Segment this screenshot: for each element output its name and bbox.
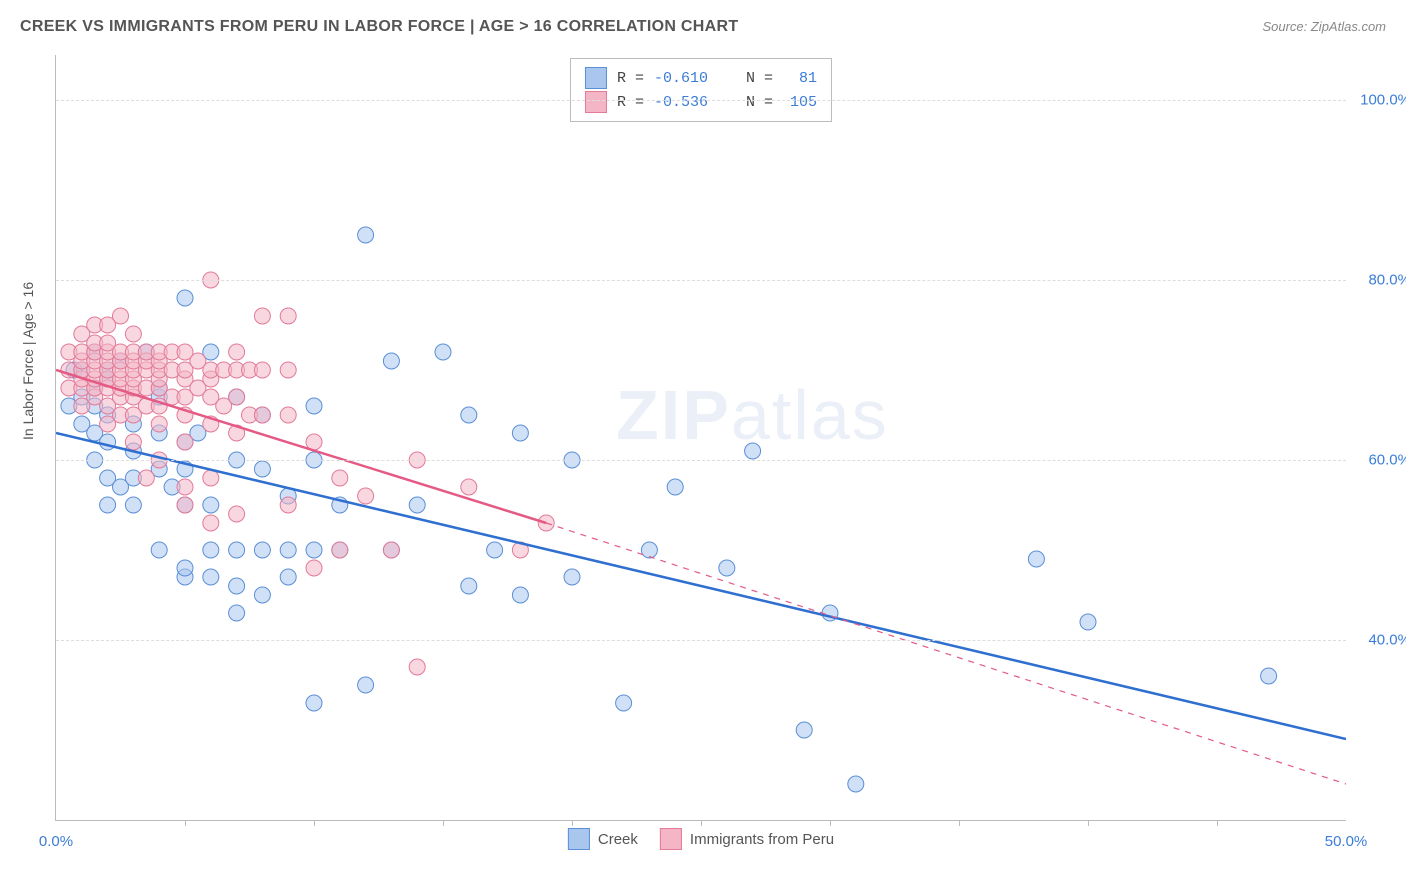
scatter-svg <box>56 55 1346 820</box>
legend-row: R = -0.536 N = 105 <box>585 91 817 113</box>
plot-area: ZIPatlas R = -0.610 N = 81 R = -0.536 N … <box>55 55 1346 821</box>
correlation-legend: R = -0.610 N = 81 R = -0.536 N = 105 <box>570 58 832 122</box>
swatch-peru <box>585 91 607 113</box>
y-tick-label: 80.0% <box>1368 272 1406 289</box>
bottom-legend: Creek Immigrants from Peru <box>568 828 834 850</box>
legend-row: R = -0.610 N = 81 <box>585 67 817 89</box>
swatch-creek <box>568 828 590 850</box>
swatch-creek <box>585 67 607 89</box>
y-tick-label: 100.0% <box>1360 92 1406 109</box>
y-axis-title: In Labor Force | Age > 16 <box>20 282 36 440</box>
y-tick-label: 40.0% <box>1368 632 1406 649</box>
y-tick-label: 60.0% <box>1368 452 1406 469</box>
swatch-peru <box>660 828 682 850</box>
source-label: Source: ZipAtlas.com <box>1262 19 1386 34</box>
x-tick-label: 50.0% <box>1325 833 1368 850</box>
x-tick-label: 0.0% <box>39 833 73 850</box>
chart-title: CREEK VS IMMIGRANTS FROM PERU IN LABOR F… <box>20 18 738 36</box>
